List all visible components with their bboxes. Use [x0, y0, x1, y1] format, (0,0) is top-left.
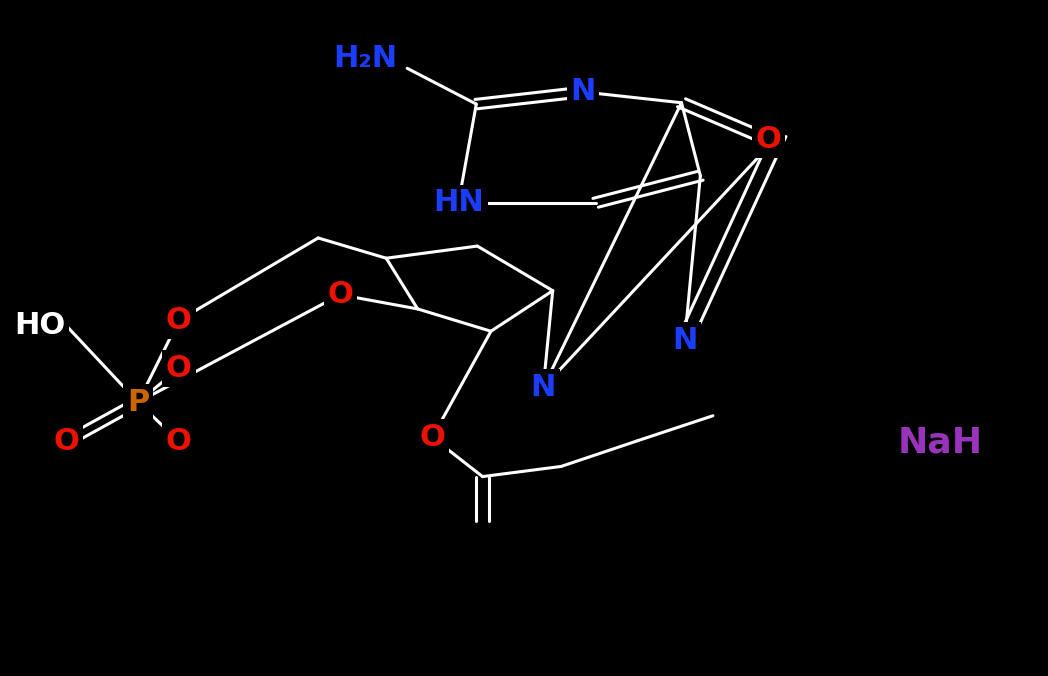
Text: O: O [166, 427, 192, 456]
Text: HN: HN [433, 189, 484, 217]
Text: N: N [570, 78, 595, 106]
Text: O: O [166, 306, 192, 335]
Text: NaH: NaH [897, 425, 983, 459]
Text: O: O [53, 427, 80, 456]
Text: H₂N: H₂N [333, 44, 397, 72]
Text: P: P [127, 388, 149, 416]
Text: O: O [419, 423, 445, 452]
Text: N: N [672, 326, 697, 354]
Text: O: O [756, 126, 782, 154]
Text: N: N [530, 373, 556, 402]
Text: O: O [327, 281, 353, 309]
Text: HO: HO [15, 311, 66, 339]
Text: O: O [166, 354, 192, 383]
